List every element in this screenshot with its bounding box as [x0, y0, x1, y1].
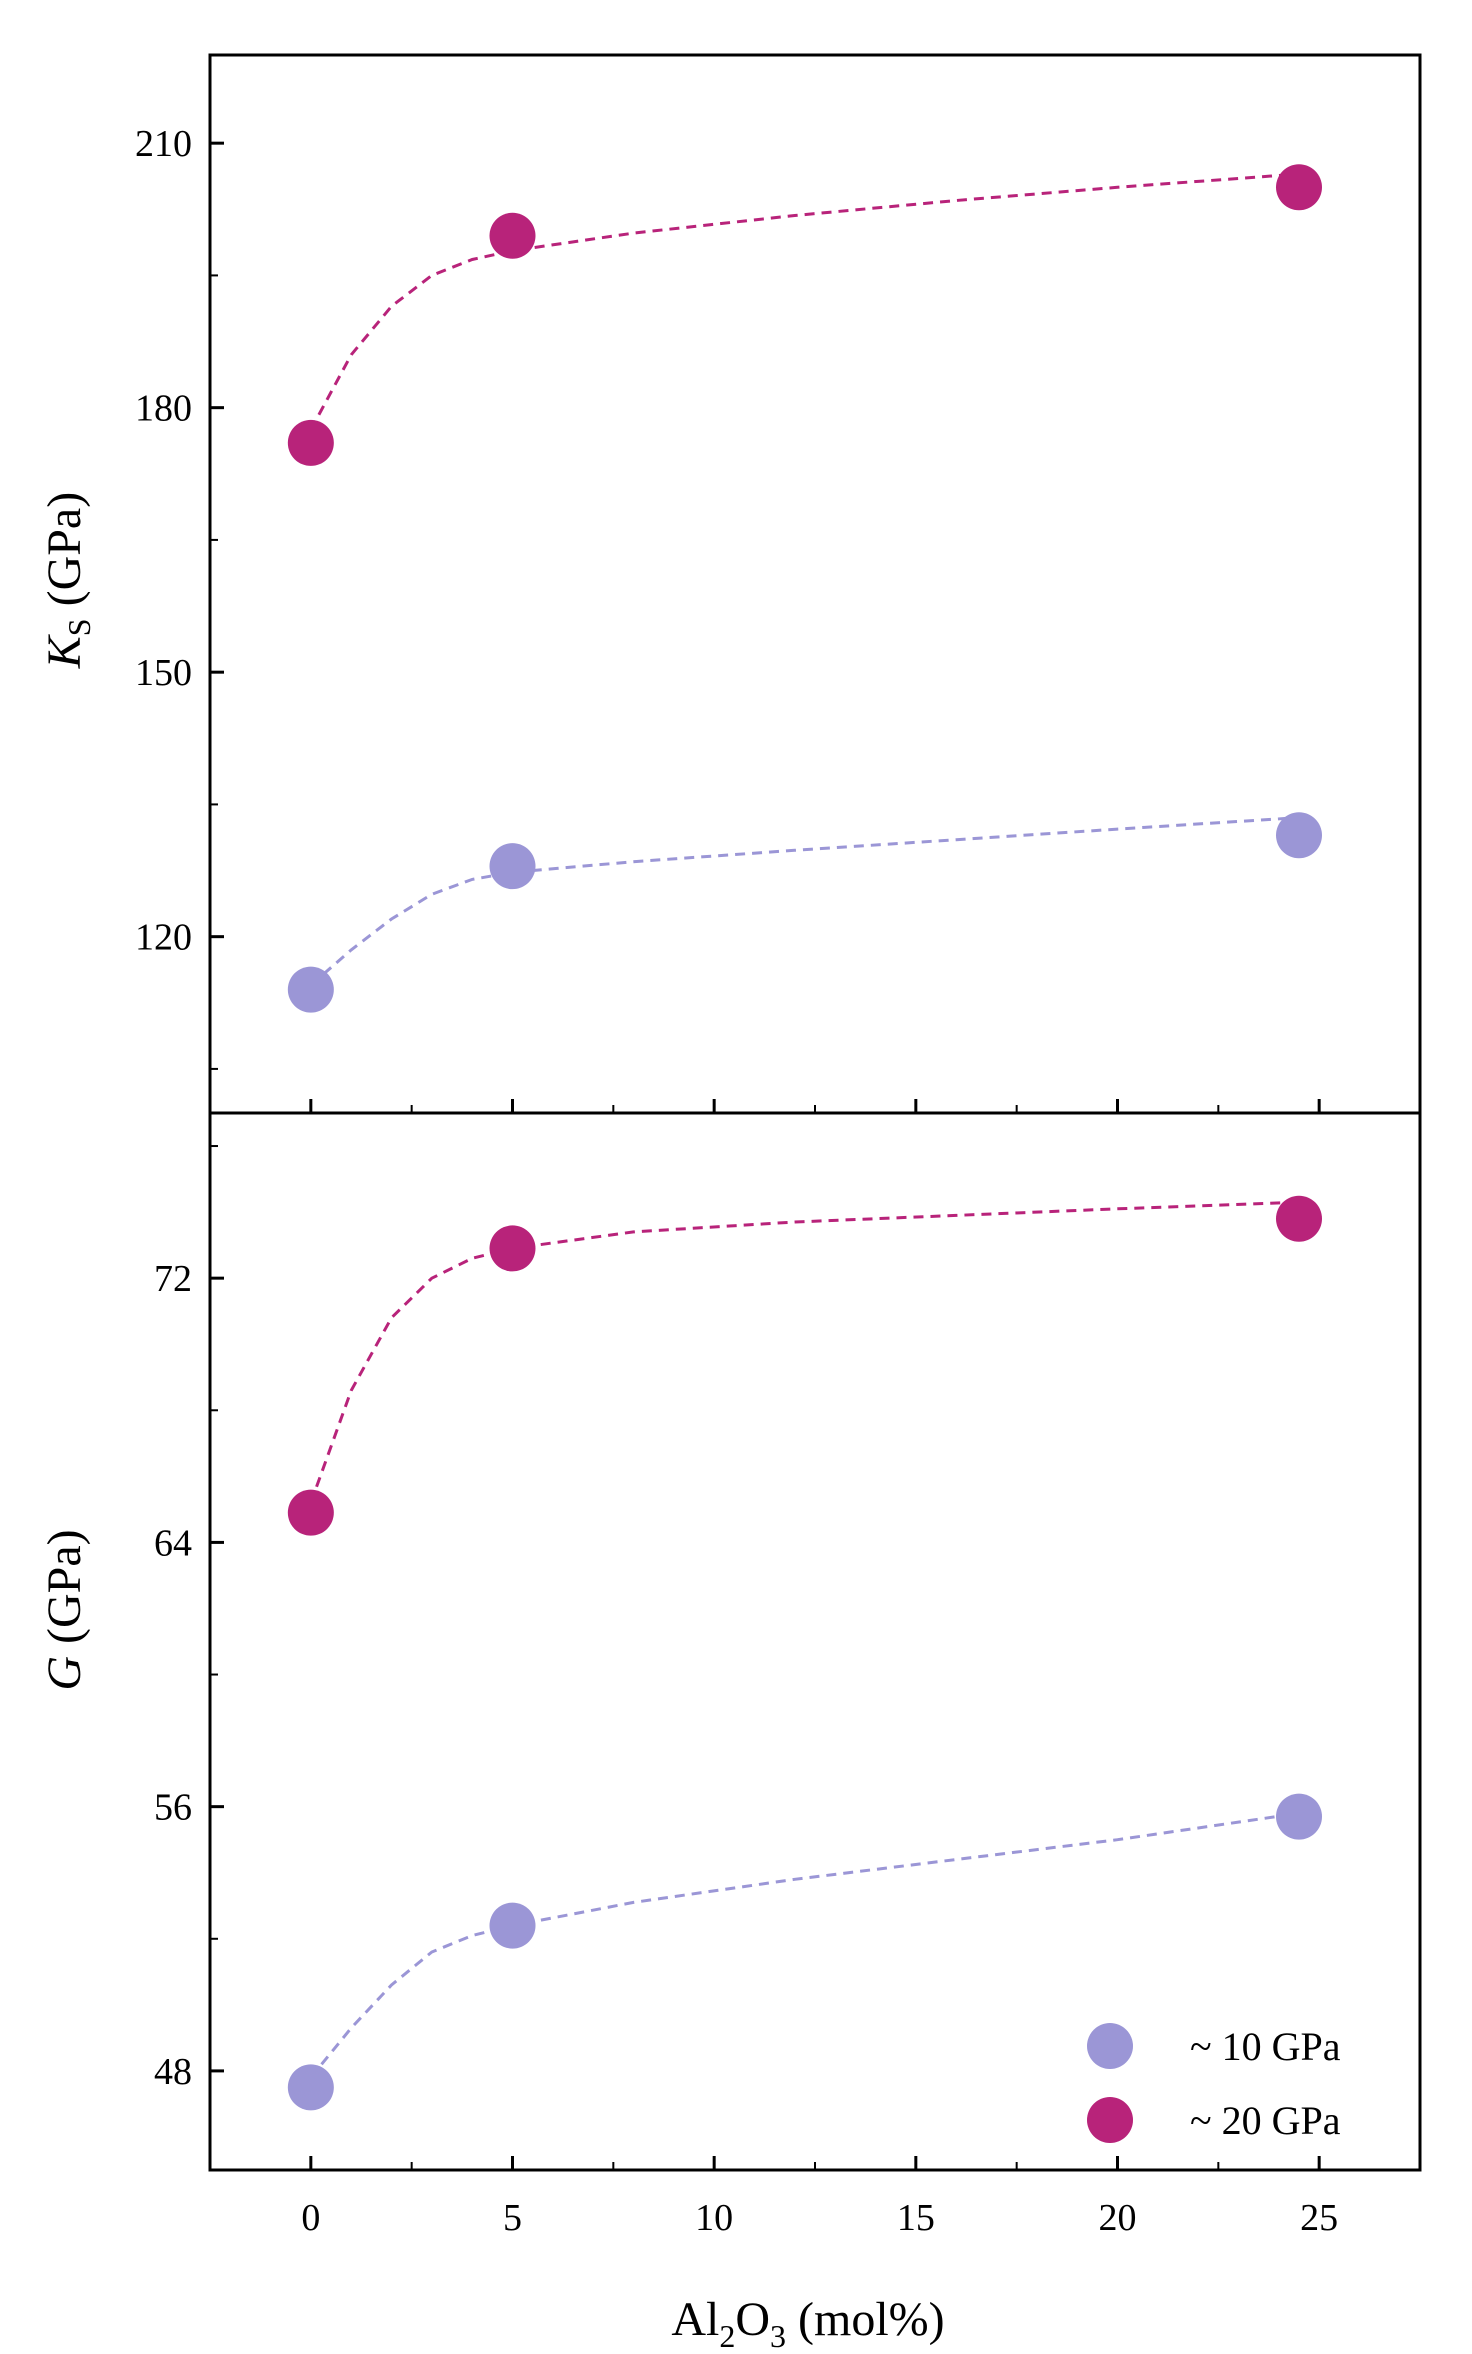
x-tick-label: 25: [1300, 2197, 1338, 2239]
data-point-20gpa: [489, 1225, 536, 1272]
y-tick-label: 150: [135, 652, 192, 694]
y-tick-label: 48: [154, 2051, 192, 2093]
fit-line-20gpa: [309, 172, 1300, 431]
top-y-axis-symbol: K: [38, 633, 91, 669]
data-point-20gpa: [1276, 164, 1322, 211]
fit-line-10gpa: [309, 816, 1300, 987]
x-tick-label: 10: [695, 2197, 733, 2239]
bottom-plot-frame: [208, 1111, 1422, 2172]
legend-label-20gpa: ~ 20 GPa: [1190, 2098, 1341, 2143]
y-tick-label: 56: [154, 1787, 192, 1829]
data-point-20gpa: [489, 212, 536, 259]
x-tick-label: 0: [301, 2197, 320, 2239]
x-tick-label: 20: [1099, 2197, 1137, 2239]
bottom-y-ticks: 48 56 64 72: [154, 1145, 224, 2093]
data-point-20gpa: [287, 419, 334, 466]
y-tick-label: 72: [154, 1258, 192, 1300]
data-point-10gpa: [489, 1902, 536, 1949]
bottom-panel: 48 56 64 72 0 5 10 15 20 25: [154, 1111, 1422, 2239]
x-tick-label: 5: [503, 2197, 522, 2239]
bottom-x-ticks: 0 5 10 15 20 25: [301, 2156, 1338, 2239]
data-point-10gpa: [1276, 1793, 1322, 1840]
data-point-20gpa: [1276, 1195, 1322, 1242]
y-tick-label: 210: [135, 123, 192, 165]
data-point-10gpa: [287, 2064, 334, 2111]
bottom-y-axis-symbol: G: [38, 1656, 91, 1691]
y-tick-label: 180: [135, 388, 192, 430]
x-tick-label: 15: [897, 2197, 935, 2239]
data-point-10gpa: [287, 966, 334, 1013]
top-fit-lines: [309, 172, 1300, 987]
x-axis-title: Al2O3 (mol%): [671, 2293, 944, 2354]
y-tick-label: 64: [154, 1522, 192, 1564]
data-point-20gpa: [287, 1489, 334, 1536]
bottom-y-axis-unit: (GPa): [38, 1529, 91, 1656]
legend-marker-10gpa: [1087, 2023, 1133, 2069]
legend-label-10gpa: ~ 10 GPa: [1190, 2024, 1341, 2069]
top-y-axis-subscript: S: [61, 618, 97, 636]
x-axis-title-mid: O: [735, 2293, 770, 2346]
legend: ~ 10 GPa ~ 20 GPa: [1087, 2023, 1341, 2143]
y-tick-label: 120: [135, 917, 192, 959]
top-y-axis-title: KS (GPa): [38, 492, 97, 669]
bottom-data-points: [287, 1195, 1322, 2111]
x-axis-title-sub1: 2: [719, 2318, 735, 2354]
top-panel: 120 150 180 210: [135, 53, 1422, 1115]
legend-marker-20gpa: [1087, 2097, 1133, 2143]
x-axis-title-sub2: 3: [770, 2318, 786, 2354]
top-data-points: [287, 164, 1322, 1013]
x-axis-title-pre: Al: [671, 2293, 719, 2346]
top-y-axis-unit: (GPa): [38, 492, 91, 619]
top-y-ticks: 120 150 180 210: [135, 123, 224, 1070]
x-axis-title-post: (mol%): [786, 2293, 945, 2346]
data-point-10gpa: [1276, 812, 1322, 859]
top-x-ticks: [309, 1099, 1321, 1113]
bottom-y-axis-title: G (GPa): [38, 1529, 91, 1690]
data-point-10gpa: [489, 843, 536, 890]
